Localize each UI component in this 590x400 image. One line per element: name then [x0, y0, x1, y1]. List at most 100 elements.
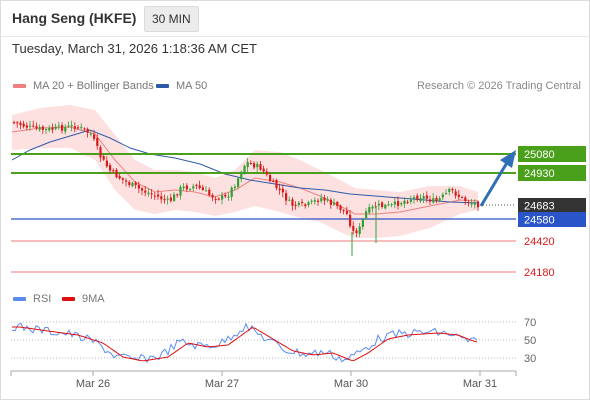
candle-body: [432, 198, 435, 203]
candle-body: [352, 225, 355, 231]
rsi-line: [11, 322, 478, 364]
projection-arrow-head: [500, 150, 516, 168]
candle-body: [201, 187, 204, 190]
candle-body: [179, 186, 182, 196]
level-label-25080: 25080: [524, 149, 555, 161]
credit-text: Research © 2026 Trading Central: [416, 80, 581, 92]
candle-body: [269, 175, 272, 182]
candle-body: [64, 127, 67, 132]
candle-body: [189, 189, 192, 191]
candle-body: [93, 134, 96, 139]
candle-body: [429, 199, 432, 202]
candle-body: [313, 200, 316, 202]
candle-body: [365, 211, 368, 219]
ma20-swatch: [13, 84, 26, 88]
candle-body: [403, 200, 406, 204]
candle-body: [275, 179, 278, 189]
x-label-mar31: Mar 31: [463, 378, 497, 390]
candle-body: [83, 128, 86, 130]
candle-body: [105, 160, 108, 167]
candle-body: [262, 168, 265, 172]
rsi-ma-line: [12, 326, 478, 362]
candle-body: [96, 137, 99, 147]
candle-body: [387, 204, 390, 206]
candle-body: [35, 126, 38, 129]
candle-body: [240, 173, 243, 180]
candle-body: [19, 122, 22, 126]
level-box-24930: [518, 165, 586, 181]
level-box-24580: [518, 212, 586, 227]
legend-item-rsi: RSI: [13, 293, 51, 305]
candle-body: [454, 191, 457, 196]
level-label-24180: 24180: [524, 267, 555, 279]
candle-body: [294, 204, 297, 206]
candle-body: [230, 187, 233, 197]
candle-body: [397, 201, 400, 206]
candle-body: [272, 181, 275, 183]
candle-body: [249, 162, 252, 164]
candle-body: [169, 197, 172, 201]
candle-body: [54, 126, 57, 129]
candle-body: [67, 125, 70, 127]
candle-body: [400, 203, 403, 205]
candle-body: [253, 163, 256, 168]
legend-label: 9MA: [82, 293, 105, 305]
candle-body: [259, 164, 262, 170]
candle-body: [89, 133, 92, 135]
candle-body: [176, 194, 179, 196]
candle-body: [435, 197, 438, 202]
candle-body: [205, 190, 208, 192]
candle-body: [246, 161, 249, 168]
candle-body: [29, 125, 32, 127]
candle-body: [160, 196, 163, 200]
rsi-tick-30: 30: [524, 353, 536, 365]
timestamp: Tuesday, March 31, 2026 1:18:36 AM CET: [12, 41, 257, 56]
candle-body: [278, 188, 281, 191]
candle-body: [173, 194, 176, 201]
candle-body: [166, 198, 169, 200]
candle-body: [131, 182, 134, 187]
candle-body: [336, 201, 339, 207]
legend-item-9ma: 9MA: [62, 293, 105, 305]
rsi-swatch: [13, 297, 26, 301]
candle-body: [464, 197, 467, 201]
candle-body: [349, 214, 352, 227]
candle-body: [237, 178, 240, 187]
x-label-mar26: Mar 26: [76, 378, 110, 390]
candle-body: [361, 219, 364, 227]
candle-body: [109, 164, 112, 171]
candle-body: [227, 196, 230, 198]
candle-body: [163, 199, 166, 201]
candle-body: [320, 197, 323, 202]
level-label-24420: 24420: [524, 236, 555, 248]
legend-item-ma20: MA 20 + Bollinger Bands: [13, 80, 154, 92]
candle-body: [118, 176, 121, 179]
level-label-24580: 24580: [524, 215, 555, 227]
candle-body: [243, 165, 246, 174]
level-box-25080: [518, 146, 586, 162]
candle-body: [438, 198, 441, 201]
candle-body: [224, 194, 227, 197]
candle-body: [291, 199, 294, 206]
candle-body: [144, 190, 147, 193]
candle-body: [112, 170, 115, 172]
candle-body: [416, 195, 419, 200]
candle-body: [208, 189, 211, 196]
x-label-mar30: Mar 30: [334, 378, 368, 390]
candle-body: [451, 188, 454, 191]
ma20-line: [11, 126, 479, 215]
candle-body: [445, 193, 448, 195]
candle-body: [345, 210, 348, 214]
candle-body: [256, 163, 259, 168]
timeframe-button[interactable]: 30 MIN: [144, 6, 199, 32]
candle-body: [214, 198, 217, 200]
candle-body: [307, 202, 310, 206]
candlesticks: [13, 120, 480, 256]
header: Hang Seng (HKFE) 30 MIN: [0, 0, 590, 37]
level-label-24683: 24683: [524, 201, 555, 213]
candle-body: [192, 186, 195, 189]
level-box-24683: [518, 198, 586, 213]
rsi-tick-50: 50: [524, 335, 536, 347]
candle-body: [477, 201, 480, 208]
